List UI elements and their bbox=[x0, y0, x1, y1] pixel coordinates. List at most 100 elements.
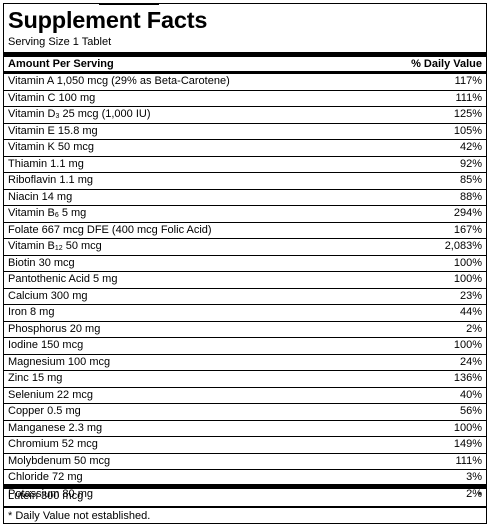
nutrient-daily-value: 2% bbox=[466, 487, 482, 500]
nutrient-row: Manganese 2.3 mg 100% bbox=[4, 421, 486, 437]
other-ingredient-dv: * bbox=[477, 490, 482, 502]
nutrient-name: Calcium 300 mg bbox=[8, 289, 88, 302]
nutrient-name: Magnesium 100 mcg bbox=[8, 355, 111, 368]
nutrient-daily-value: 24% bbox=[459, 355, 482, 368]
nutrient-daily-value: 100% bbox=[453, 421, 482, 434]
nutrient-daily-value: 92% bbox=[459, 157, 482, 170]
nutrient-name-prefix: Vitamin B bbox=[8, 240, 55, 252]
nutrient-name: Vitamin B6 5 mg bbox=[8, 206, 86, 221]
supplement-facts-panel: Supplement Facts Serving Size 1 Tablet A… bbox=[3, 3, 487, 524]
nutrient-daily-value: 44% bbox=[459, 306, 482, 318]
nutrient-name: Folate 667 mcg DFE (400 mcg Folic Acid) bbox=[8, 223, 212, 236]
nutrient-name: Vitamin K 50 mcg bbox=[8, 141, 95, 153]
nutrient-name: Thiamin 1.1 mg bbox=[8, 157, 84, 170]
nutrient-row: Pantothenic Acid 5 mg 100% bbox=[4, 272, 486, 289]
nutrient-name-suffix: 5 mg bbox=[58, 207, 87, 219]
column-header-row: Amount Per Serving % Daily Value bbox=[4, 57, 486, 71]
nutrient-daily-value: 149% bbox=[453, 438, 482, 450]
nutrient-name: Vitamin A 1,050 mcg (29% as Beta-Caroten… bbox=[8, 75, 230, 87]
nutrient-daily-value: 23% bbox=[459, 289, 482, 302]
thick-divider-bottom bbox=[4, 484, 486, 489]
footnote: * Daily Value not established. bbox=[8, 510, 151, 522]
nutrient-name-prefix: Vitamin D bbox=[8, 108, 56, 120]
nutrient-daily-value: 111% bbox=[455, 91, 482, 104]
nutrient-row: Chromium 52 mcg 149% bbox=[4, 437, 486, 454]
serving-size: Serving Size 1 Tablet bbox=[8, 36, 112, 48]
nutrient-row: Riboflavin 1.1 mg 85% bbox=[4, 173, 486, 190]
nutrient-row: Selenium 22 mcg 40% bbox=[4, 388, 486, 404]
nutrient-name: Vitamin B12 50 mcg bbox=[8, 239, 102, 254]
nutrient-row: Molybdenum 50 mcg 111% bbox=[4, 454, 486, 470]
nutrient-row: Iodine 150 mcg 100% bbox=[4, 338, 486, 355]
nutrient-row: Calcium 300 mg 23% bbox=[4, 289, 486, 305]
nutrient-row: Potassium 80 mg 2% bbox=[4, 487, 486, 503]
thick-divider bbox=[4, 52, 486, 57]
nutrient-row: Thiamin 1.1 mg 92% bbox=[4, 157, 486, 173]
nutrient-daily-value: 117% bbox=[454, 75, 482, 87]
footnote-divider bbox=[4, 506, 486, 508]
nutrient-daily-value: 40% bbox=[459, 388, 482, 401]
nutrient-name: Zinc 15 mg bbox=[8, 372, 63, 384]
nutrient-daily-value: 100% bbox=[453, 339, 482, 351]
nutrient-daily-value: 111% bbox=[455, 454, 482, 467]
nutrient-subscript: 3 bbox=[55, 113, 60, 120]
nutrient-daily-value: 42% bbox=[459, 141, 482, 153]
nutrient-daily-value: 294% bbox=[453, 207, 482, 219]
nutrient-daily-value: 2% bbox=[466, 322, 482, 335]
nutrient-daily-value: 88% bbox=[459, 190, 482, 203]
nutrient-row: Vitamin E 15.8 mg 105% bbox=[4, 124, 486, 140]
nutrient-daily-value: 100% bbox=[453, 256, 482, 269]
nutrient-row: Vitamin A 1,050 mcg (29% as Beta-Caroten… bbox=[4, 74, 486, 91]
nutrient-daily-value: 167% bbox=[453, 223, 482, 236]
nutrient-name: Biotin 30 mcg bbox=[8, 256, 75, 269]
nutrient-row: Vitamin D3 25 mcg (1,000 IU) 125% bbox=[4, 107, 486, 124]
nutrient-name: Potassium 80 mg bbox=[8, 487, 93, 500]
nutrient-row: Folate 667 mcg DFE (400 mcg Folic Acid) 1… bbox=[4, 223, 486, 239]
nutrient-row: Vitamin B6 5 mg 294% bbox=[4, 206, 486, 223]
nutrient-row: Niacin 14 mg 88% bbox=[4, 190, 486, 206]
nutrient-row: Vitamin K 50 mcg 42% bbox=[4, 140, 486, 157]
nutrient-name-suffix: 50 mcg bbox=[62, 240, 102, 252]
nutrient-name: Manganese 2.3 mg bbox=[8, 421, 103, 434]
nutrient-name: Vitamin E 15.8 mg bbox=[8, 124, 98, 137]
nutrient-daily-value: 136% bbox=[453, 372, 482, 384]
nutrient-name: Selenium 22 mcg bbox=[8, 388, 93, 401]
other-ingredient-row: Lutein 300 mcg * bbox=[4, 489, 486, 504]
daily-value-header: % Daily Value bbox=[411, 58, 482, 70]
nutrient-daily-value: 3% bbox=[466, 471, 482, 483]
nutrient-name: Vitamin D3 25 mcg (1,000 IU) bbox=[8, 107, 150, 122]
nutrient-row: Iron 8 mg 44% bbox=[4, 305, 486, 322]
nutrient-subscript: 6 bbox=[54, 212, 59, 219]
nutrient-daily-value: 56% bbox=[459, 405, 482, 417]
top-edge-mark bbox=[99, 4, 159, 7]
nutrient-name: Niacin 14 mg bbox=[8, 190, 73, 203]
nutrient-name: Chloride 72 mg bbox=[8, 471, 83, 483]
nutrient-list: Vitamin A 1,050 mcg (29% as Beta-Caroten… bbox=[4, 74, 486, 502]
header-divider bbox=[4, 71, 486, 74]
nutrient-daily-value: 100% bbox=[453, 273, 482, 285]
nutrient-name: Riboflavin 1.1 mg bbox=[8, 174, 93, 186]
amount-per-serving-header: Amount Per Serving bbox=[8, 58, 114, 70]
nutrient-row: Vitamin B12 50 mcg 2,083% bbox=[4, 239, 486, 256]
nutrient-row: Copper 0.5 mg 56% bbox=[4, 404, 486, 421]
other-ingredient-name: Lutein 300 mcg bbox=[8, 490, 84, 502]
nutrient-name: Chromium 52 mcg bbox=[8, 438, 98, 450]
nutrient-daily-value: 125% bbox=[453, 108, 482, 120]
nutrient-row: Magnesium 100 mcg 24% bbox=[4, 355, 486, 371]
nutrient-name: Phosphorus 20 mg bbox=[8, 322, 101, 335]
nutrient-name: Iron 8 mg bbox=[8, 306, 55, 318]
nutrient-row: Phosphorus 20 mg 2% bbox=[4, 322, 486, 338]
nutrient-daily-value: 85% bbox=[459, 174, 482, 186]
nutrient-name-suffix: 25 mcg (1,000 IU) bbox=[59, 108, 151, 120]
nutrient-name: Copper 0.5 mg bbox=[8, 405, 81, 417]
nutrient-row: Biotin 30 mcg 100% bbox=[4, 256, 486, 272]
nutrient-name: Iodine 150 mcg bbox=[8, 339, 84, 351]
nutrient-daily-value: 2,083% bbox=[444, 240, 482, 252]
nutrient-name: Pantothenic Acid 5 mg bbox=[8, 273, 118, 285]
nutrient-subscript: 12 bbox=[54, 245, 63, 252]
nutrient-name: Molybdenum 50 mcg bbox=[8, 454, 111, 467]
panel-title: Supplement Facts bbox=[8, 7, 208, 33]
nutrient-daily-value: 105% bbox=[453, 124, 482, 137]
nutrient-name: Vitamin C 100 mg bbox=[8, 91, 96, 104]
nutrient-name-prefix: Vitamin B bbox=[8, 207, 55, 219]
